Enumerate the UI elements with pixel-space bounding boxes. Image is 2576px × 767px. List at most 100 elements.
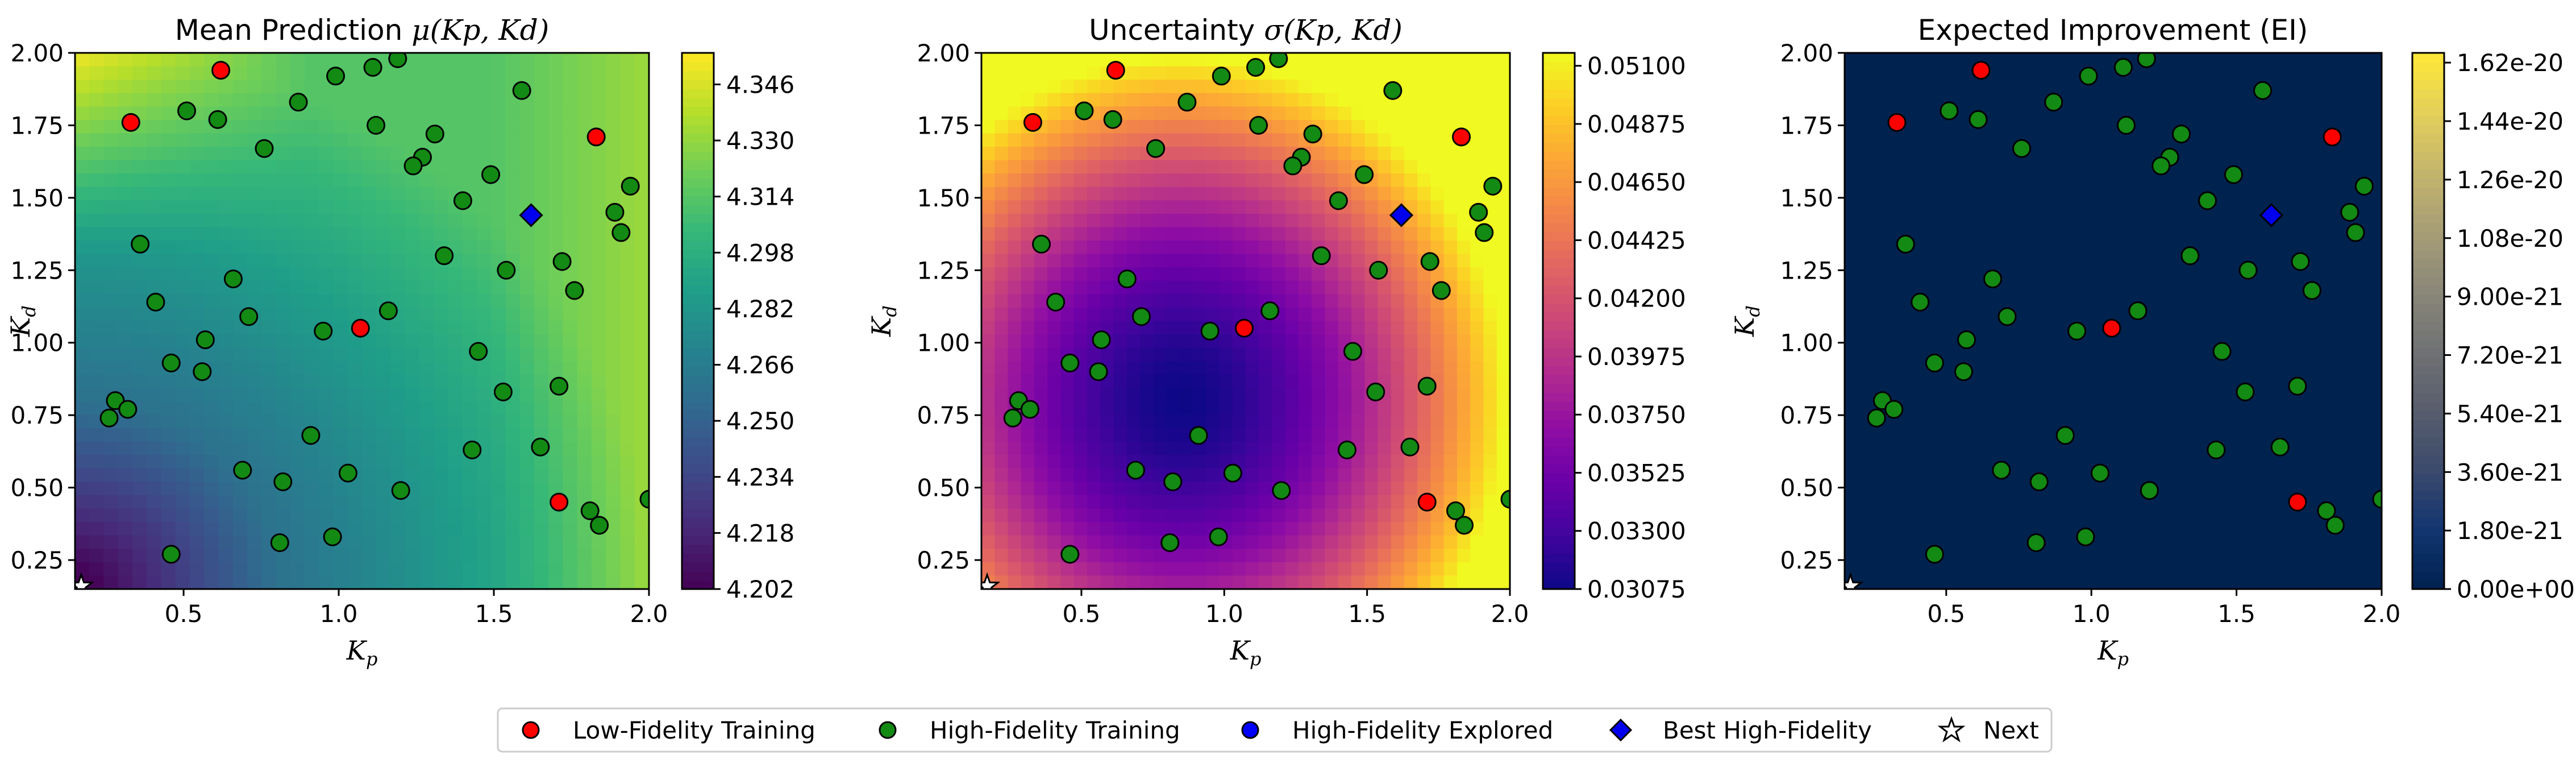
heatmap-cell (204, 280, 219, 295)
heatmap-cell (1299, 173, 1313, 188)
heatmap-cell (620, 562, 635, 577)
heatmap-cell (1113, 241, 1127, 255)
heatmap-cell (190, 200, 205, 214)
heatmap-cell (1272, 80, 1286, 94)
heatmap-cell (1259, 388, 1273, 402)
heatmap-cell (2086, 267, 2100, 281)
heatmap-cell (1140, 213, 1154, 228)
heatmap-cell (2180, 66, 2195, 81)
heatmap-cell (1153, 562, 1167, 577)
heatmap-cell (1443, 106, 1458, 121)
heatmap-cell (434, 213, 449, 228)
heatmap-cell (2247, 119, 2262, 134)
heatmap-cell (2220, 562, 2235, 577)
heatmap-cell (1470, 455, 1484, 469)
heatmap-cell (232, 133, 248, 148)
heatmap-cell (1219, 508, 1233, 523)
heatmap-cell (534, 388, 550, 402)
heatmap-cell (1087, 495, 1101, 509)
heatmap-cell (1047, 549, 1062, 563)
heatmap-cell (276, 307, 291, 322)
heatmap-cell (1232, 106, 1246, 121)
heatmap-cell (1417, 160, 1431, 175)
heatmap-cell (448, 93, 463, 107)
heatmap-cell (2247, 401, 2262, 416)
heatmap-cell (2019, 522, 2033, 536)
heatmap-cell (1312, 66, 1326, 81)
heatmap-cell (1285, 401, 1299, 416)
heatmap-cell (261, 186, 277, 201)
heatmap-cell (1179, 119, 1193, 134)
heatmap-cell (505, 441, 521, 456)
point-high-fidelity (1046, 292, 1066, 312)
heatmap-cell (204, 414, 219, 429)
heatmap-cell (1871, 307, 1886, 322)
point-high-fidelity (1103, 110, 1122, 129)
heatmap-cell (1351, 428, 1366, 442)
heatmap-cell (1073, 53, 1088, 67)
heatmap-cell (2099, 280, 2114, 295)
heatmap-cell (1206, 468, 1220, 483)
heatmap-cell (1246, 361, 1260, 375)
heatmap-cell (218, 455, 234, 469)
point-high-fidelity (1417, 376, 1437, 396)
heatmap-cell (89, 495, 105, 509)
heatmap-cell (190, 254, 205, 268)
heatmap-cell (1483, 53, 1497, 67)
heatmap-cell (2194, 227, 2208, 242)
heatmap-cell (204, 495, 219, 509)
heatmap-cell (548, 66, 564, 81)
heatmap-cell (1845, 106, 1859, 121)
heatmap-cell (2099, 522, 2114, 536)
heatmap-cell (1047, 468, 1062, 483)
heatmap-cell (1884, 361, 1899, 375)
heatmap-cell (1430, 160, 1445, 175)
heatmap-cell (75, 160, 90, 175)
heatmap-cell (2261, 53, 2275, 67)
heatmap-cell (118, 241, 133, 255)
heatmap-cell (2140, 66, 2154, 81)
heatmap-cell (1179, 441, 1193, 456)
heatmap-cell (1417, 213, 1431, 228)
heatmap-cell (290, 549, 305, 563)
heatmap-cell (1912, 93, 1926, 107)
heatmap-cell (1430, 455, 1445, 469)
heatmap-cell (2314, 200, 2329, 214)
heatmap-cell (2046, 441, 2060, 456)
heatmap-cell (1404, 66, 1418, 81)
heatmap-cell (1952, 455, 1966, 469)
heatmap-cell (1153, 401, 1167, 416)
heatmap-cell (1325, 227, 1339, 242)
heatmap-cell (2287, 80, 2302, 94)
heatmap-cell (1404, 374, 1418, 389)
heatmap-cell (981, 401, 996, 416)
heatmap-cell (1073, 374, 1088, 389)
heatmap-cell (261, 173, 277, 188)
heatmap-cell (1325, 562, 1339, 577)
point-high-fidelity (605, 202, 625, 222)
heatmap-cell (2059, 241, 2074, 255)
heatmap-cell (2032, 441, 2047, 456)
heatmap-cell (2059, 173, 2074, 188)
heatmap-cell (1351, 374, 1366, 389)
heatmap-cell (1483, 80, 1497, 94)
heatmap-cell (89, 522, 105, 536)
heatmap-cell (1206, 241, 1220, 255)
heatmap-cell (2059, 106, 2074, 121)
heatmap-cell (534, 495, 550, 509)
heatmap-cell (2005, 106, 2020, 121)
heatmap-cell (1470, 321, 1484, 335)
heatmap-cell (1140, 254, 1154, 268)
heatmap-cell (1312, 401, 1326, 416)
heatmap-cell (347, 106, 363, 121)
heatmap-cell (405, 562, 420, 577)
heatmap-cell (1364, 186, 1379, 201)
heatmap-cell (1325, 508, 1339, 523)
heatmap-cell (1232, 388, 1246, 402)
colorbar-segment (682, 142, 714, 152)
heatmap-cell (2153, 441, 2167, 456)
heatmap-cell (1312, 280, 1326, 295)
heatmap-cell (1430, 53, 1445, 67)
heatmap-cell (1470, 428, 1484, 442)
heatmap-cell (2032, 133, 2047, 148)
